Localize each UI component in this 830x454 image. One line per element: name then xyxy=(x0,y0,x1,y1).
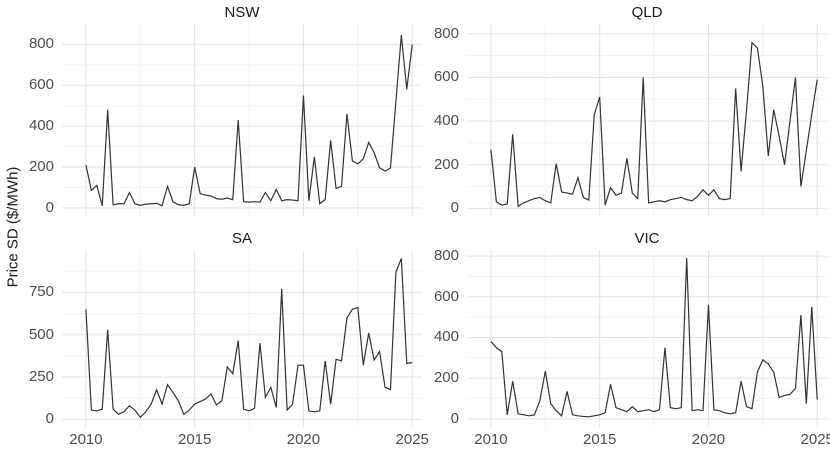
series-line-nsw xyxy=(85,35,413,207)
facet-svg-vic xyxy=(467,250,827,427)
y-tick-label-sa: 750 xyxy=(28,283,54,301)
facet-svg-qld xyxy=(467,24,827,216)
y-tick-label-nsw: 0 xyxy=(45,198,54,216)
plot-area-qld xyxy=(467,24,827,216)
y-tick-label-sa: 500 xyxy=(28,325,54,343)
x-tick-label-sa: 2015 xyxy=(178,431,212,448)
plot-area-sa xyxy=(62,250,422,427)
x-tick-label-vic: 2020 xyxy=(691,431,726,448)
y-tick-label-qld: 400 xyxy=(433,112,459,130)
x-tick-label-vic: 2015 xyxy=(583,431,617,448)
y-tick-label-sa: 250 xyxy=(28,368,54,386)
y-tick-label-qld: 600 xyxy=(433,68,459,86)
y-tick-label-vic: 800 xyxy=(433,247,459,265)
y-tick-label-nsw: 800 xyxy=(28,35,54,53)
facet-title-qld: QLD xyxy=(631,4,663,21)
y-tick-label-qld: 200 xyxy=(433,155,459,173)
y-tick-label-qld: 800 xyxy=(433,24,459,42)
y-tick-label-vic: 0 xyxy=(450,409,459,427)
y-tick-label-vic: 400 xyxy=(433,328,459,346)
series-line-sa xyxy=(85,258,413,419)
plot-area-nsw xyxy=(62,24,422,216)
facet-svg-nsw xyxy=(62,24,422,216)
facet-title-vic: VIC xyxy=(634,230,660,247)
y-tick-label-vic: 600 xyxy=(433,287,459,305)
y-tick-label-qld: 0 xyxy=(450,199,459,217)
y-axis-title: Price SD ($/MWh) xyxy=(4,166,22,288)
y-tick-label-nsw: 400 xyxy=(28,117,54,135)
facet-svg-sa xyxy=(62,250,422,427)
series-line-vic xyxy=(490,258,818,418)
series-line-qld xyxy=(490,41,818,208)
facet-title-nsw: NSW xyxy=(224,4,260,21)
y-tick-label-vic: 200 xyxy=(433,369,459,387)
y-tick-label-nsw: 600 xyxy=(28,76,54,94)
x-tick-label-sa: 2020 xyxy=(286,431,321,448)
plot-area-vic xyxy=(467,250,827,427)
x-tick-label-sa: 2025 xyxy=(395,431,429,448)
y-tick-label-sa: 0 xyxy=(45,410,54,428)
x-tick-label-vic: 2010 xyxy=(474,431,508,448)
y-tick-label-nsw: 200 xyxy=(28,157,54,175)
x-tick-label-vic: 2025 xyxy=(800,431,830,448)
x-tick-label-sa: 2010 xyxy=(69,431,103,448)
facet-title-sa: SA xyxy=(231,230,252,247)
